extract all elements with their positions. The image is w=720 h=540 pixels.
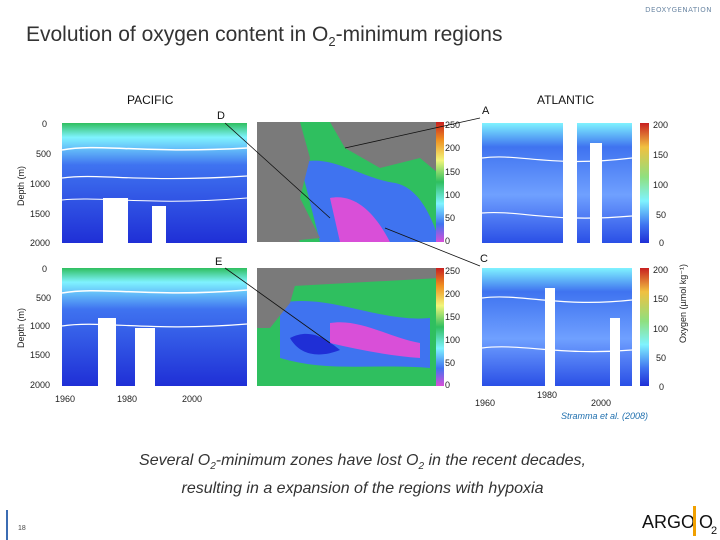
year-tick: 1980 — [537, 390, 557, 400]
pacific-section-bottom — [62, 268, 247, 386]
oxygen-colorbar-top-ticks: 200 150 100 50 0 — [653, 120, 668, 248]
oxygen-tick: 50 — [656, 210, 666, 220]
year-tick: 2000 — [182, 394, 202, 404]
depth-tick: 1000 — [30, 321, 50, 331]
pacific-year-axis: 1960 1980 2000 — [55, 394, 202, 404]
figure-svg: PACIFIC ATLANTIC D A E C 0 500 1000 — [0, 88, 720, 418]
section-tag: DEOXYGENATION — [645, 6, 712, 14]
oxygen-tick: 0 — [659, 382, 664, 392]
title-subscript: 2 — [328, 34, 335, 49]
oxygen-tick: 50 — [656, 353, 666, 363]
atlantic-label: ATLANTIC — [537, 93, 594, 107]
logo-text: ARGO — [642, 512, 695, 532]
pacific-section-top — [62, 123, 247, 243]
caption-part1: Several O — [139, 452, 210, 469]
caption-part2: -minimum zones have lost O — [216, 452, 419, 469]
map-colorbar-tick: 100 — [445, 335, 460, 345]
oxygen-colorbar-bottom — [640, 268, 649, 386]
map-colorbar-tick: 150 — [445, 167, 460, 177]
depth-tick: 1500 — [30, 350, 50, 360]
year-tick: 1960 — [55, 394, 75, 404]
depth-tick: 0 — [42, 264, 47, 274]
year-tick: 1980 — [117, 394, 137, 404]
map-colorbar-tick: 150 — [445, 312, 460, 322]
citation: Stramma et al. (2008) — [561, 411, 648, 421]
oxygen-axis-label: Oxygen (µmol kg⁻¹) — [678, 264, 688, 343]
year-tick: 1960 — [475, 398, 495, 408]
corner-label-d: D — [217, 110, 225, 122]
depth-axis-label: Depth (m) — [16, 166, 26, 206]
pacific-map — [257, 268, 444, 386]
map-colorbar-tick: 50 — [445, 358, 455, 368]
depth-tick: 0 — [42, 119, 47, 129]
oxygen-colorbar-bottom-ticks: 200 150 100 50 0 — [653, 265, 668, 392]
oxygen-figure: PACIFIC ATLANTIC D A E C 0 500 1000 — [0, 88, 720, 418]
depth-tick: 2000 — [30, 238, 50, 248]
oxygen-tick: 150 — [653, 150, 668, 160]
top-bar: DEOXYGENATION — [0, 0, 720, 22]
atlantic-section-top — [482, 123, 632, 243]
page-number-box: 18 — [6, 510, 34, 540]
map-colorbar-top: 250 200 150 100 50 0 — [445, 120, 460, 246]
pacific-label: PACIFIC — [127, 93, 174, 107]
corner-label-e: E — [215, 256, 222, 268]
oxygen-tick: 200 — [653, 120, 668, 130]
depth-tick: 500 — [36, 293, 51, 303]
oxygen-tick: 200 — [653, 265, 668, 275]
oxygen-tick: 100 — [653, 180, 668, 190]
depth-tick: 1500 — [30, 209, 50, 219]
title-prefix: Evolution of oxygen content in O — [26, 23, 328, 46]
depth-axis-top: 0 500 1000 1500 2000 Depth (m) — [16, 119, 51, 248]
depth-tick: 500 — [36, 149, 51, 159]
map-colorbar-tick: 250 — [445, 266, 460, 276]
depth-tick: 2000 — [30, 380, 50, 390]
logo-sub: 2 — [711, 525, 717, 537]
caption: Several O2-minimum zones have lost O2 in… — [90, 450, 635, 500]
depth-axis-label: Depth (m) — [16, 308, 26, 348]
oxygen-tick: 100 — [653, 324, 668, 334]
map-colorbar-tick: 200 — [445, 289, 460, 299]
map-colorbar-tick: 50 — [445, 213, 455, 223]
argo-o2-logo: ARGO O 2 — [640, 498, 720, 540]
logo-bar — [693, 506, 696, 536]
caption-part3: in the recent decades, — [424, 452, 586, 469]
atlantic-year-axis: 1960 1980 2000 — [475, 390, 611, 408]
corner-label-a: A — [482, 105, 490, 117]
corner-label-c: C — [480, 253, 488, 265]
atlantic-map — [257, 122, 444, 242]
depth-tick: 1000 — [30, 179, 50, 189]
oxygen-tick: 150 — [653, 294, 668, 304]
title-suffix: -minimum regions — [336, 23, 503, 46]
map-colorbar-tick: 200 — [445, 143, 460, 153]
map-colorbar-tick: 100 — [445, 190, 460, 200]
map-colorbar-tick: 0 — [445, 236, 450, 246]
oxygen-tick: 0 — [659, 238, 664, 248]
depth-axis-bottom: 0 500 1000 1500 2000 Depth (m) — [16, 264, 51, 390]
oxygen-colorbar-top — [640, 123, 649, 243]
slide-title: Evolution of oxygen content in O2-minimu… — [26, 23, 502, 49]
atlantic-section-bottom — [482, 268, 632, 386]
caption-line2: resulting in a expansion of the regions … — [182, 480, 544, 497]
year-tick: 2000 — [591, 398, 611, 408]
map-colorbar-tick: 0 — [445, 380, 450, 390]
map-colorbar-bottom: 250 200 150 100 50 0 — [445, 266, 460, 390]
page-number: 18 — [18, 525, 26, 532]
